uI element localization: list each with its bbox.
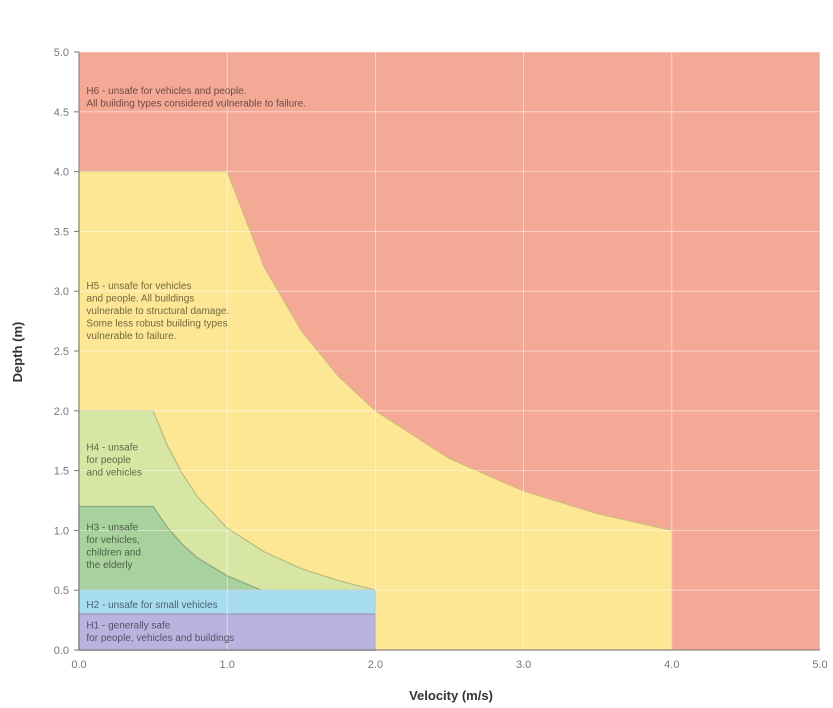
y-tick-label: 5.0	[54, 47, 69, 59]
y-tick-label: 0.0	[54, 645, 69, 657]
x-tick-label: 0.0	[71, 659, 86, 671]
x-axis-title: Velocity (m/s)	[409, 688, 493, 703]
zone-label-h2: H2 - unsafe for small vehicles	[86, 600, 217, 611]
zone-label-line: Some less robust building types	[86, 318, 227, 329]
zone-label-line: vulnerable to failure.	[86, 331, 176, 342]
zone-label-line: H4 - unsafe	[86, 442, 138, 453]
x-tick-label: 1.0	[220, 659, 235, 671]
zone-label-line: and vehicles	[86, 467, 142, 478]
x-tick-label: 3.0	[516, 659, 531, 671]
y-tick-label: 3.5	[54, 226, 69, 238]
zone-labels: H6 - unsafe for vehicles and people. All …	[86, 86, 306, 644]
y-tick-label: 4.0	[54, 167, 69, 179]
axes: 0.0 1.0 2.0 3.0 4.0 5.0 0.0 0.5 1.0 1.5 2.0 2.5 3.0 3…	[54, 47, 828, 671]
zone-label-line: H1 - generally safe	[86, 620, 170, 631]
zone-label-line: and people. All buildings	[86, 293, 194, 304]
zone-label-line: vulnerable to structural damage.	[86, 306, 229, 317]
zone-label-h6: H6 - unsafe for vehicles and people. All …	[86, 86, 306, 110]
zone-label-h3: H3 - unsafe for vehicles, children and the …	[86, 522, 140, 571]
y-tick-label: 2.0	[54, 406, 69, 418]
zone-label-line: for people	[86, 455, 131, 466]
grid	[79, 51, 821, 650]
y-tick-label: 1.0	[54, 525, 69, 537]
y-tick-label: 0.5	[54, 585, 69, 597]
x-tick-label: 5.0	[812, 659, 827, 671]
zone-label-line: H6 - unsafe for vehicles and people.	[86, 86, 246, 97]
zone-label-line: H3 - unsafe	[86, 522, 138, 533]
x-tick-label: 4.0	[664, 659, 679, 671]
zone-label-line: children and	[86, 547, 140, 558]
x-tick-label: 2.0	[368, 659, 383, 671]
zone-label-line: H5 - unsafe for vehicles	[86, 281, 191, 292]
y-axis-title: Depth (m)	[10, 322, 25, 383]
zone-label-line: All building types considered vulnerable…	[86, 98, 306, 109]
y-tick-label: 4.5	[54, 107, 69, 119]
y-tick-label: 3.0	[54, 286, 69, 298]
zone-label-line: H2 - unsafe for small vehicles	[86, 600, 217, 611]
zone-label-h5: H5 - unsafe for vehicles and people. All …	[86, 281, 229, 342]
zone-label-h4: H4 - unsafe for people and vehicles	[86, 442, 142, 478]
zone-label-line: the elderly	[86, 560, 132, 571]
y-tick-label: 2.5	[54, 346, 69, 358]
zone-label-h1: H1 - generally safe for people, vehicles …	[86, 620, 234, 644]
y-tick-label: 1.5	[54, 466, 69, 478]
zone-label-line: for vehicles,	[86, 535, 139, 546]
zone-label-line: for people, vehicles and buildings	[86, 633, 234, 644]
